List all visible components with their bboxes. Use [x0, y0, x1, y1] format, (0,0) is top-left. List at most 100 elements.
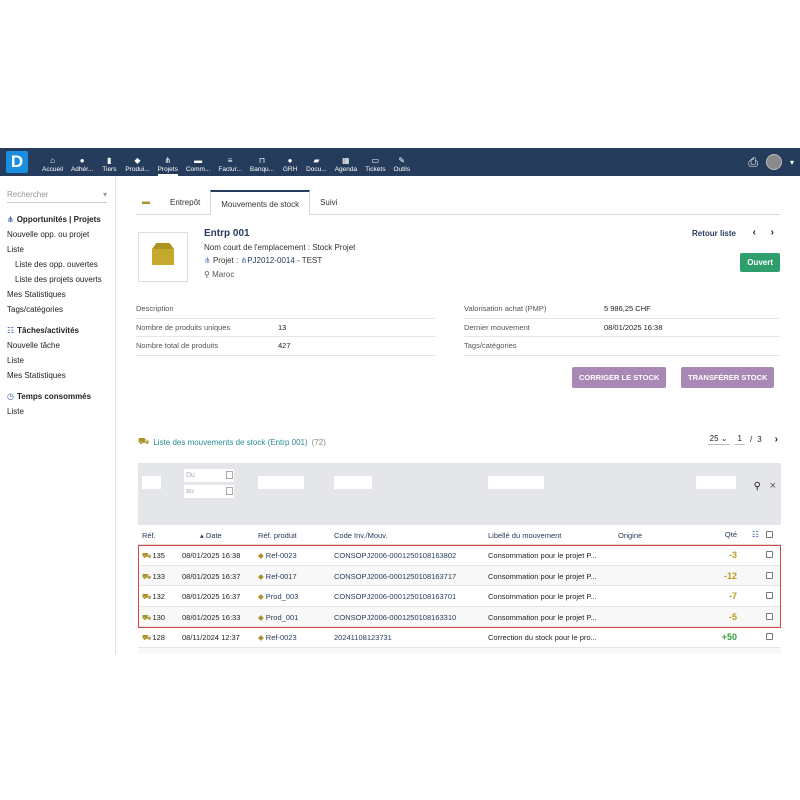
menu-item-8[interactable]: ● GRH: [278, 148, 302, 176]
chevron-right-icon[interactable]: ›: [774, 434, 778, 445]
row-label: Correction du stock pour le pro...: [488, 633, 597, 642]
menu-item-9[interactable]: ▰ Docu...: [302, 148, 331, 176]
row-ref-link[interactable]: ⛟130: [142, 613, 165, 623]
row-code-link[interactable]: CONSOPJ2006-0001250108163802: [334, 551, 457, 560]
row-product-link[interactable]: ◆ Prod_003: [258, 592, 298, 601]
col-date-label: Date: [205, 531, 222, 540]
menu-item-3[interactable]: ◆ Produi...: [121, 148, 153, 176]
col-code[interactable]: Code Inv./Mouv.: [334, 531, 388, 540]
close-icon[interactable]: ×: [769, 480, 776, 492]
row-checkbox[interactable]: [766, 571, 773, 579]
avatar[interactable]: [765, 154, 782, 170]
print-icon[interactable]: ⎙: [748, 154, 758, 169]
row-checkbox[interactable]: [766, 612, 773, 620]
row-checkbox[interactable]: [766, 592, 773, 599]
row-checkbox[interactable]: [766, 633, 773, 640]
row-product-link[interactable]: ◆ Ref-0023: [258, 551, 297, 560]
search-icon[interactable]: ⚲: [753, 481, 761, 492]
sidebar-link[interactable]: Nouvelle opp. ou projet: [7, 230, 90, 239]
back-to-list-link[interactable]: Retour liste: [691, 229, 736, 238]
menu-item-12[interactable]: ✎ Outils: [389, 148, 414, 176]
menu-item-2[interactable]: ▮ Tiers: [97, 148, 121, 176]
row-product-link[interactable]: ◆ Prod_001: [258, 613, 298, 622]
row-product-link[interactable]: ◆ Ref-0017: [258, 572, 297, 581]
row-qty: +2: [727, 653, 737, 655]
col-date[interactable]: ▴ Date: [200, 531, 222, 540]
sidebar-link[interactable]: Liste des projets ouverts: [15, 275, 102, 284]
sidebar-section-title[interactable]: ⋔ Opportunités | Projets: [7, 215, 115, 224]
row-product-link[interactable]: ◆ Ref-0023: [258, 633, 297, 642]
filter-qty-input[interactable]: [696, 476, 736, 489]
sidebar-link[interactable]: Liste: [7, 245, 24, 254]
row-ref-link[interactable]: ⛟132: [142, 592, 165, 602]
list-columns-icon[interactable]: ☷: [751, 530, 759, 539]
row-ref-link[interactable]: ⛟133: [142, 572, 165, 582]
row-ref-link[interactable]: ⛟128: [142, 633, 165, 643]
sidebar-link[interactable]: Mes Statistiques: [7, 371, 66, 380]
filter-code-input[interactable]: [334, 476, 372, 489]
info-value: 08/01/2025 16:38: [604, 322, 663, 332]
col-product[interactable]: Réf. produit: [258, 531, 297, 540]
menu-item-6[interactable]: ≡ Factur...: [214, 148, 245, 176]
sidebar-link[interactable]: Liste: [7, 356, 24, 365]
sidebar-link[interactable]: Tags/catégories: [7, 305, 64, 314]
app-logo[interactable]: D: [6, 151, 28, 173]
row-product-link[interactable]: ◆1289: [258, 654, 282, 655]
calendar-icon[interactable]: [226, 471, 233, 479]
calendar-icon[interactable]: [226, 487, 233, 495]
sidebar-link[interactable]: Mes Statistiques: [7, 290, 66, 299]
row-checkbox[interactable]: [766, 551, 773, 558]
sidebar-link[interactable]: Liste: [7, 407, 24, 416]
movement-icon: ⛟: [142, 551, 152, 560]
row-ref-link[interactable]: ⛟127: [142, 654, 165, 655]
info-row: Description: [136, 300, 436, 319]
select-all-checkbox[interactable]: [766, 531, 773, 538]
sidebar-link[interactable]: Liste des opp. ouvertes: [15, 260, 98, 269]
chevron-down-icon[interactable]: ▾: [789, 157, 794, 167]
menu-item-10[interactable]: ▦ Agenda: [331, 148, 361, 176]
project-link[interactable]: PJ2012-0014: [247, 256, 295, 265]
sidebar-section-title[interactable]: ☷ Tâches/activités: [7, 326, 115, 335]
row-code-link[interactable]: CONSOPJ2006-0001250108163310: [334, 612, 457, 622]
filter-ref-input[interactable]: [142, 476, 161, 489]
sidebar-link[interactable]: Nouvelle tâche: [7, 341, 60, 350]
filter-label-input[interactable]: [488, 476, 544, 489]
chevron-right-icon[interactable]: ›: [770, 227, 774, 238]
col-qty[interactable]: Qté: [724, 530, 737, 539]
menu-item-4[interactable]: ⋔ Projets: [154, 148, 182, 176]
filter-date-to-input[interactable]: au: [184, 485, 234, 498]
filter-du-label: Du: [186, 472, 195, 479]
transfer-stock-button[interactable]: TRANSFÉRER STOCK: [681, 367, 775, 388]
main-content: ▬ Entrepôt Mouvements de stock Suivi Entrp…: [116, 176, 800, 654]
row-code-link[interactable]: 20241108123731: [334, 633, 392, 642]
tab-2[interactable]: Suivi: [320, 198, 338, 207]
chevron-left-icon[interactable]: ‹: [752, 227, 756, 238]
row-product: 1289: [266, 654, 283, 655]
page-size-select[interactable]: 25 ⌄: [707, 434, 730, 445]
ticket-icon: ▭: [371, 156, 380, 165]
row-ref-link[interactable]: ⛟135: [142, 551, 165, 561]
page-number-input[interactable]: 1: [734, 434, 745, 445]
menu-item-11[interactable]: ▭ Tickets: [361, 148, 389, 176]
filter-date-from-input[interactable]: Du: [184, 469, 234, 482]
row-code-link[interactable]: CONSOPJ2006-0001250108163701: [334, 592, 457, 601]
menu-item-0[interactable]: ⌂ Accueil: [38, 148, 67, 176]
tab-warehouse-icon[interactable]: ▬: [142, 197, 150, 206]
page-total[interactable]: 3: [757, 435, 762, 444]
search-input[interactable]: Rechercher ▾: [7, 190, 107, 203]
col-origin[interactable]: Origine: [618, 531, 643, 540]
row-checkbox[interactable]: [766, 653, 773, 654]
info-value: 5 986,25 CHF: [604, 304, 651, 314]
tab-0[interactable]: Entrepôt: [170, 198, 201, 207]
col-label[interactable]: Libellé du mouvement: [488, 531, 562, 540]
sidebar-section-title[interactable]: ◷ Temps consommés: [7, 392, 115, 401]
col-ref[interactable]: Réf.: [142, 531, 156, 540]
filter-product-input[interactable]: [258, 476, 304, 489]
row-code-link[interactable]: CONSOPJ2006-0001250108163717: [334, 571, 457, 581]
correct-stock-button[interactable]: CORRIGER LE STOCK: [572, 367, 667, 388]
tab-1[interactable]: Mouvements de stock: [210, 190, 311, 215]
menu-item-7[interactable]: ⊓ Banqu...: [246, 148, 278, 176]
row-code-link[interactable]: 241107115018: [334, 654, 383, 655]
menu-item-5[interactable]: ▬ Comm...: [182, 148, 215, 176]
menu-item-1[interactable]: ● Adhér...: [67, 148, 97, 176]
